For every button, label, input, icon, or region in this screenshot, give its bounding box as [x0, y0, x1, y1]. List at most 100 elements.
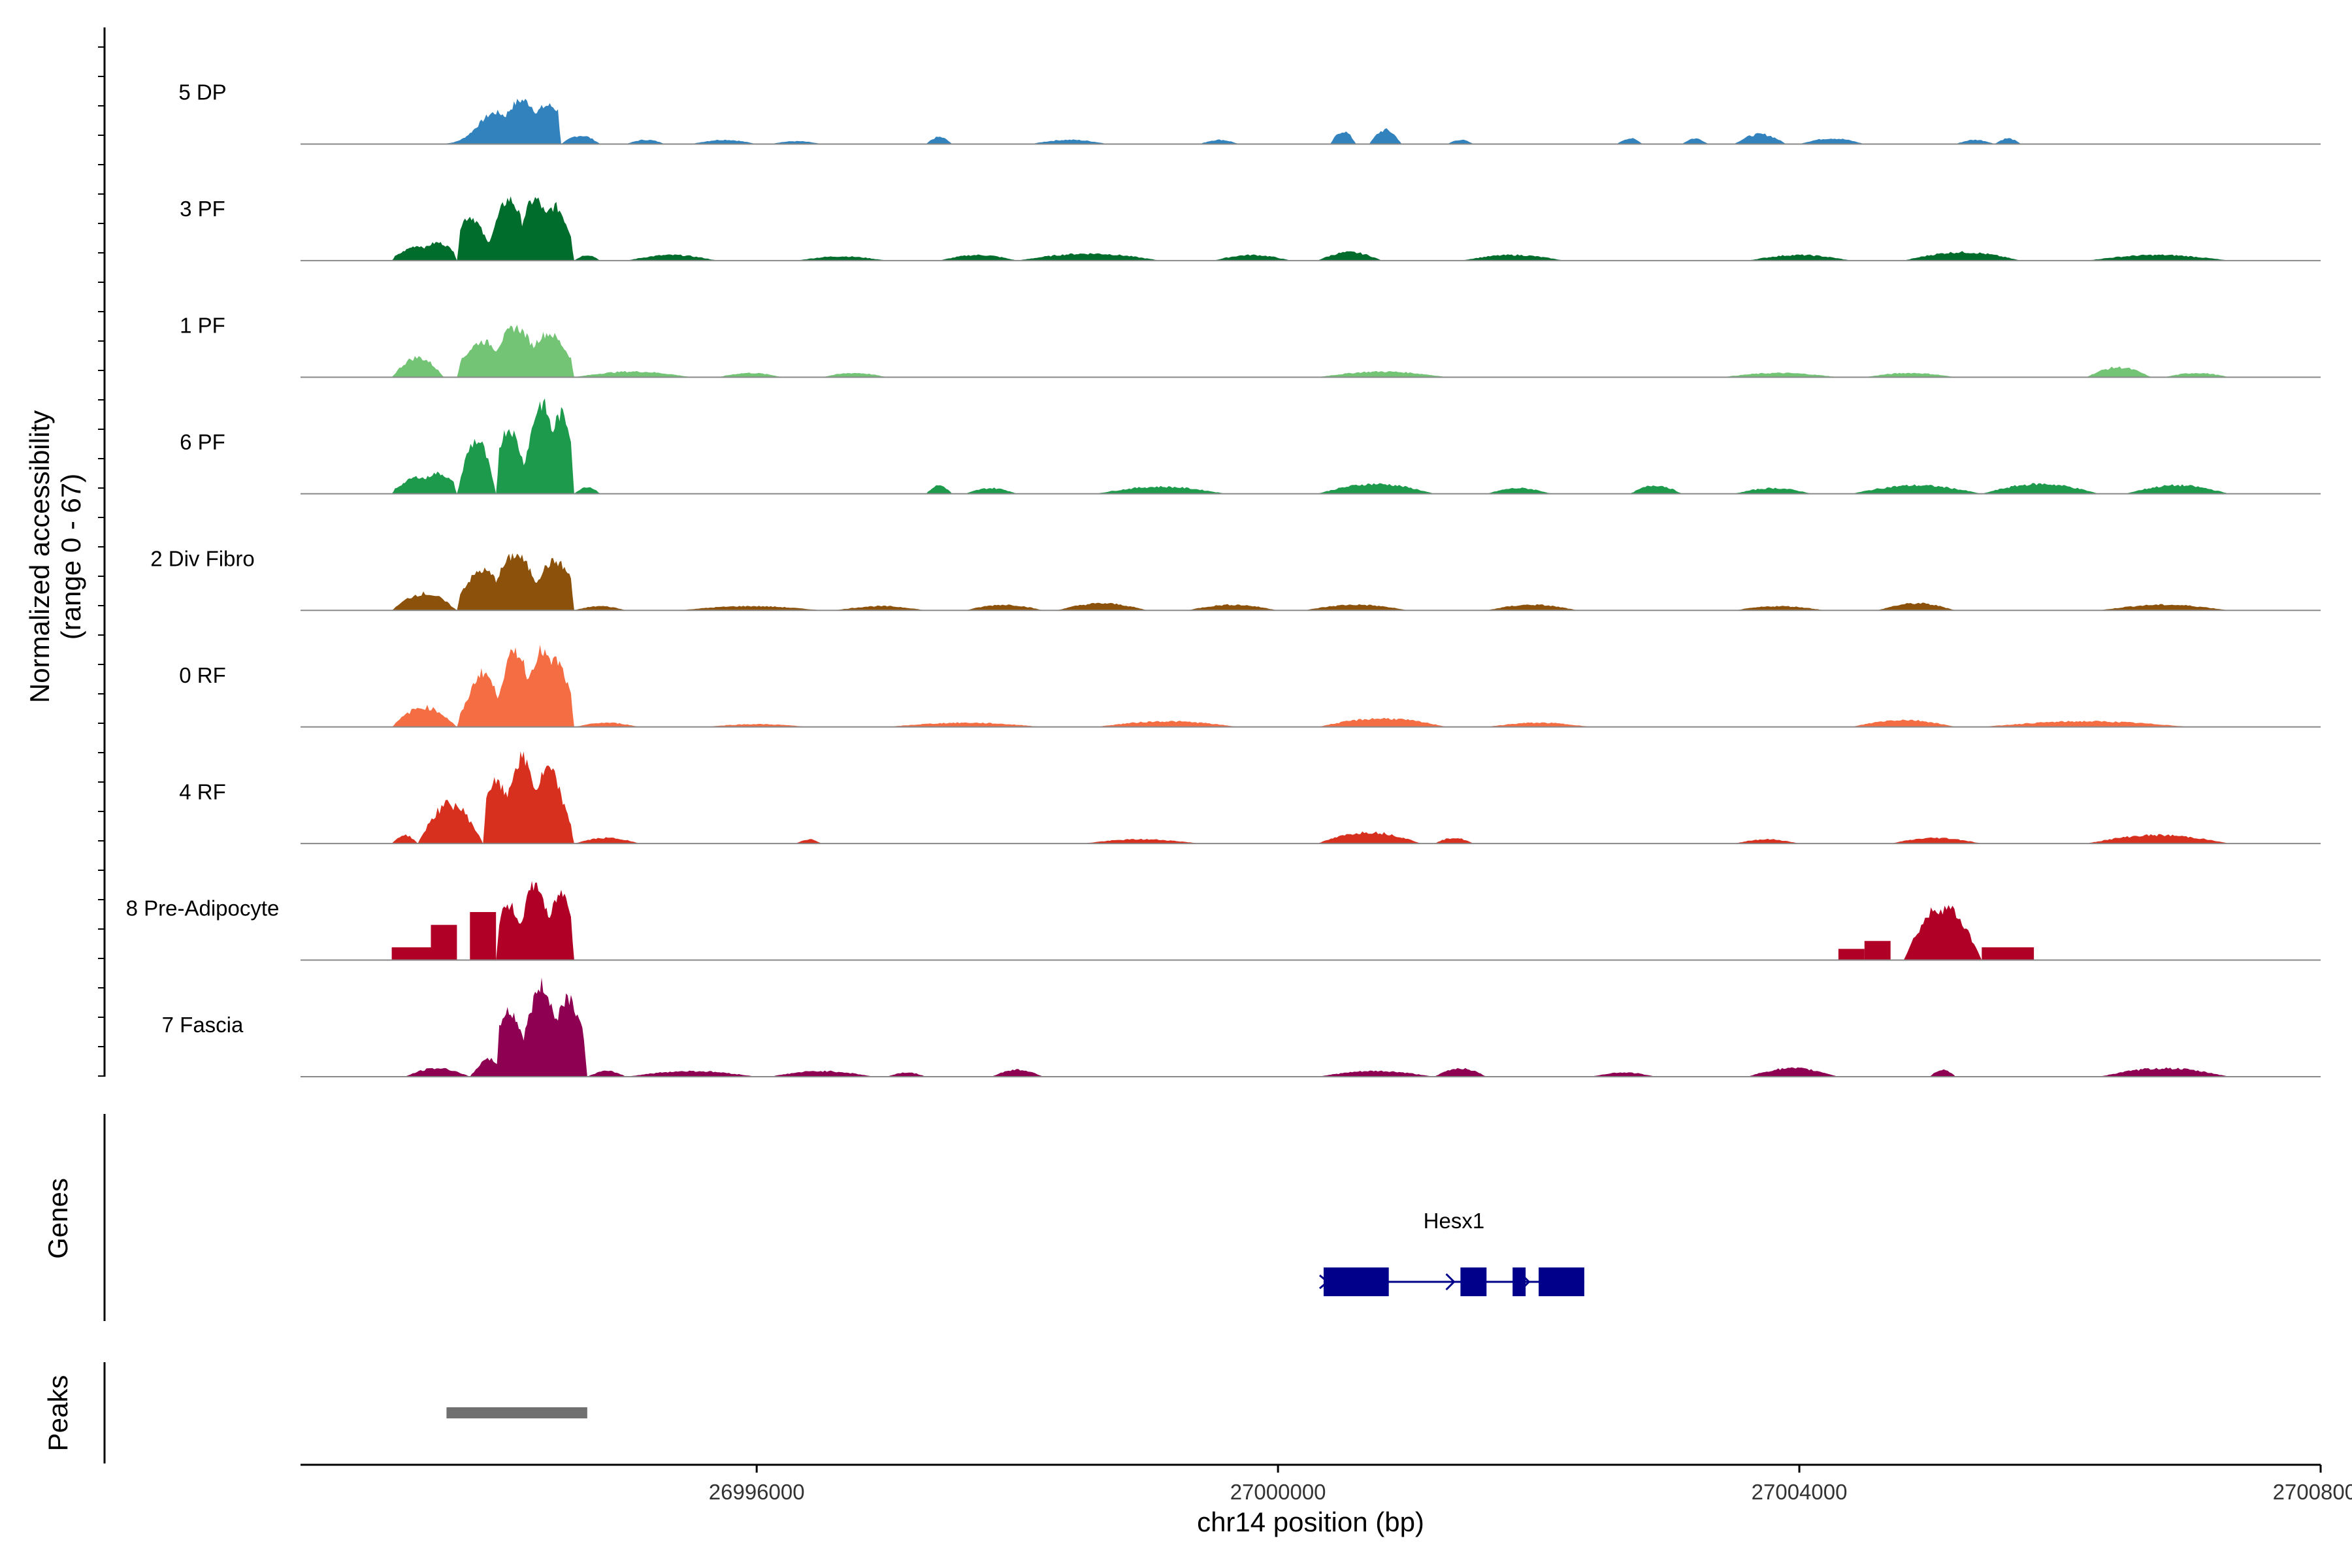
coverage-peak [391, 471, 457, 494]
track-label: 6 PF [180, 430, 225, 454]
track-7-fascia: 7 Fascia [162, 977, 2321, 1077]
coverage-peak [770, 140, 822, 144]
strand-arrow [1445, 1273, 1456, 1291]
coverage-peak [587, 1070, 627, 1077]
coverage-peak [574, 606, 627, 611]
coverage-peak [574, 722, 640, 727]
gene-exon [1512, 1267, 1526, 1296]
track-3-pf: 3 PF [180, 196, 2321, 261]
coverage-peak [1213, 254, 1292, 261]
coverage-peak [1082, 838, 1200, 844]
coverage-peak [626, 1070, 757, 1077]
track-label: 5 DP [178, 80, 226, 105]
coverage-peak [574, 837, 640, 844]
coverage-peak [691, 139, 757, 144]
coverage-peak [496, 881, 574, 960]
coverage-peak [796, 256, 887, 261]
coverage-peak [717, 372, 783, 378]
coverage-peak [704, 723, 809, 727]
coverage-peak [1330, 131, 1356, 144]
coverage-peak [1317, 483, 1435, 494]
track-8-pre-adipocyte: 8 Pre-Adipocyte [126, 881, 2321, 961]
coverage-peak [1317, 370, 1448, 378]
coverage-peak [1590, 1072, 1656, 1077]
coverage-peak [965, 604, 1044, 611]
coverage-peak [1799, 139, 1865, 144]
coverage-peak [1317, 251, 1382, 261]
coverage-peak [2099, 1067, 2230, 1077]
peak-regions [446, 1407, 587, 1418]
coverage-peak [1317, 1070, 1435, 1077]
coverage-peak [1734, 838, 1800, 844]
track-4-rf: 4 RF [179, 751, 2321, 845]
coverage-peak [1734, 133, 1787, 144]
coverage-peak [1486, 604, 1578, 611]
coverage-peak [770, 1070, 874, 1077]
coverage-peak [626, 254, 718, 261]
coverage-peak [1982, 721, 2191, 727]
coverage-peak [574, 487, 600, 494]
coverage-peak [796, 839, 822, 844]
x-tick-label: 26996000 [709, 1480, 805, 1504]
track-label: 8 Pre-Adipocyte [126, 896, 280, 921]
coverage-peak [1095, 485, 1226, 494]
y-axis-ticks [98, 46, 105, 1077]
track-label: 4 RF [179, 779, 226, 804]
coverage-peak [1486, 487, 1552, 494]
coverage-peak [1877, 602, 1956, 611]
coverage-peak [626, 139, 666, 144]
x-tick-label: 27000000 [1230, 1480, 1326, 1504]
genes-track-title: Genes [42, 1178, 73, 1259]
coverage-peak [1434, 1068, 1487, 1077]
coverage-peak [1317, 717, 1448, 727]
coverage-peak [1200, 139, 1239, 144]
coverage-peak [1838, 949, 1865, 960]
gene-exon [1460, 1267, 1487, 1296]
coverage-peak [1460, 254, 1565, 261]
coverage-peak [1017, 253, 1161, 261]
coverage-peak [404, 1068, 470, 1077]
strand-arrow [1318, 1274, 1330, 1290]
coverage-peak [1721, 372, 1838, 378]
track-2-div-fibro: 2 Div Fibro [150, 546, 2321, 612]
coverage-peak [678, 606, 822, 611]
coverage-peak [887, 1072, 926, 1077]
coverage-peak [574, 255, 600, 261]
coverage-peak [1851, 719, 1956, 727]
track-0-rf: 0 RF [179, 644, 2321, 728]
coverage-peak [1629, 485, 1682, 494]
coverage-peak [391, 947, 431, 960]
coverage-peak [457, 325, 574, 378]
coverage-peak [391, 834, 418, 844]
coverage-peak [1995, 138, 2021, 144]
coverage-peak [1486, 722, 1591, 727]
coverage-peak [1056, 602, 1148, 611]
coverage-peak [1903, 905, 1982, 960]
coverage-peak [926, 137, 953, 144]
peaks-track-title: Peaks [42, 1375, 73, 1452]
coverage-peak [1955, 139, 1995, 144]
coverage-peak [1890, 837, 1982, 844]
coverage-peak [1734, 487, 1812, 494]
coverage-tracks: 5 DP 3 PF 1 PF 6 PF 2 Div Fibro 0 RF 4 RF 8 Pre… [126, 80, 2321, 1077]
coverage-peak [1903, 251, 2021, 261]
coverage-peak [1616, 138, 1643, 144]
coverage-peak [1747, 254, 1852, 261]
track-1-pf: 1 PF [180, 314, 2321, 378]
peak-region [446, 1407, 587, 1418]
coverage-peak [926, 485, 953, 494]
coverage-peak [2099, 604, 2230, 611]
coverage-peak [470, 912, 497, 960]
coverage-peak [417, 800, 483, 844]
coverage-peak [2125, 484, 2230, 494]
coverage-peak [1095, 721, 1239, 727]
coverage-peak [1030, 139, 1109, 144]
coverage-peak [1434, 838, 1474, 844]
x-axis-ticks: 26996000 27000000 27004000 27008000 [709, 1465, 2352, 1504]
coverage-peak [2085, 366, 2151, 378]
coverage-peak [431, 924, 457, 960]
coverage-peak [391, 242, 457, 261]
x-axis-title: chr14 position (bp) [1197, 1507, 1424, 1537]
coverage-peak [561, 136, 600, 144]
